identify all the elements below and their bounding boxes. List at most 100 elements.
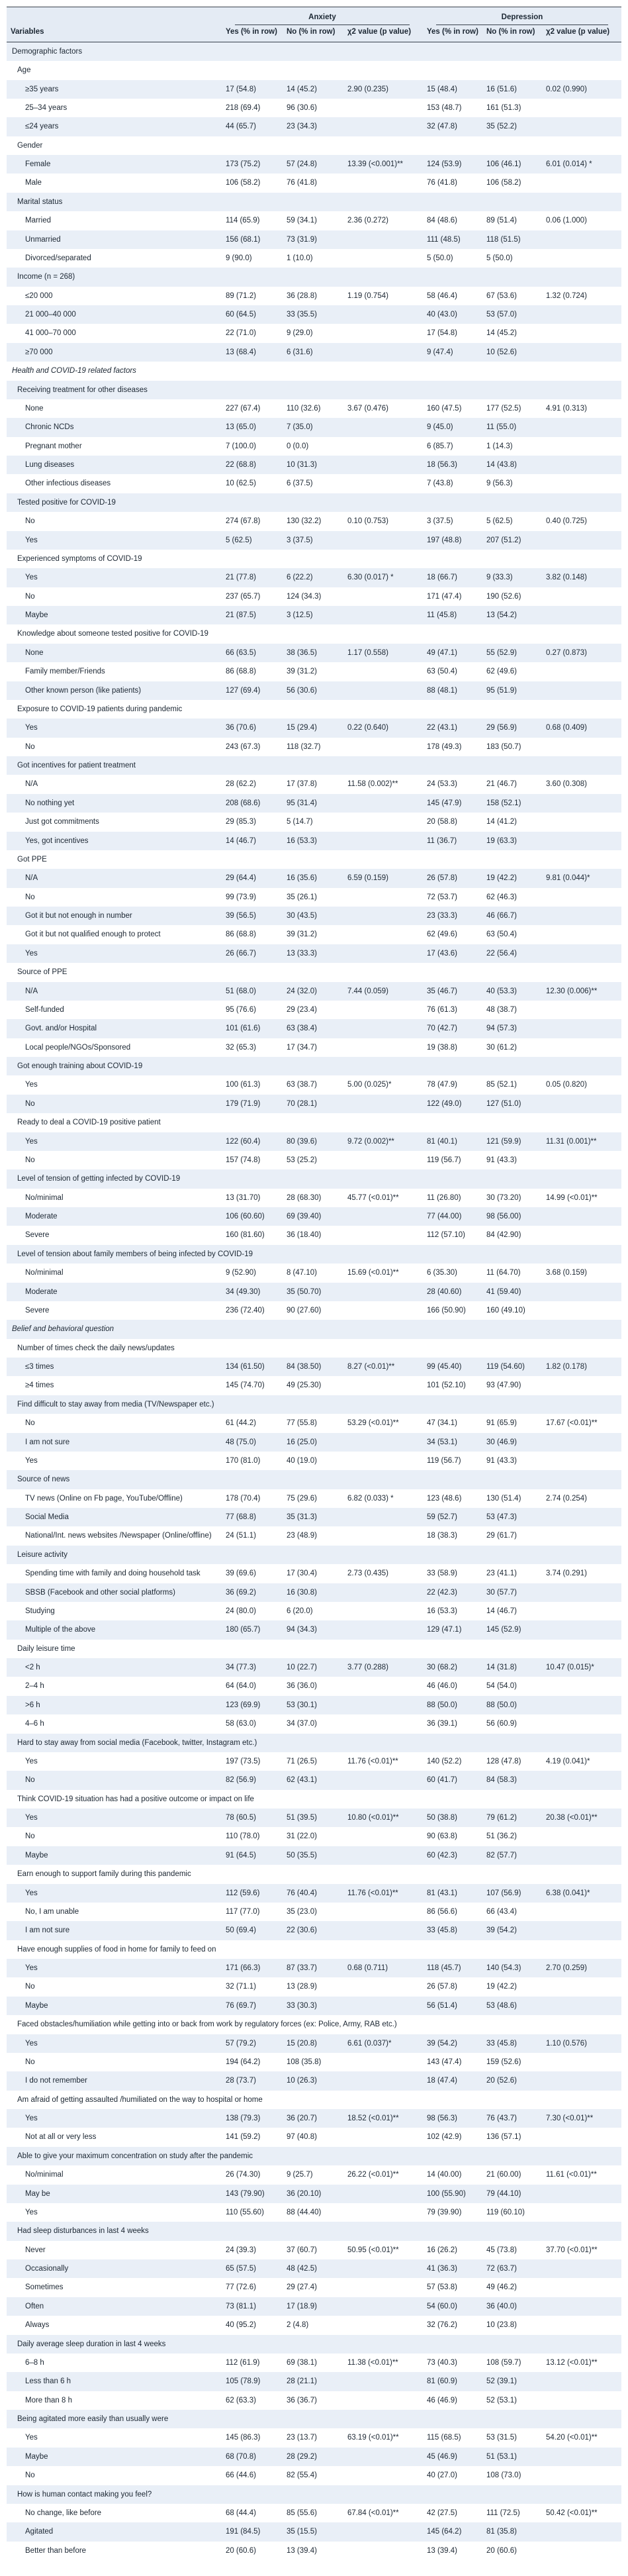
anxiety-chi-cell (343, 1997, 423, 2015)
section-row: Belief and behavioral question (7, 1320, 621, 1339)
table-row: Yes 36 (70.6) 15 (29.4) 0.22 (0.640) 22 (43.… (7, 718, 621, 738)
depression-chi-cell (542, 437, 621, 456)
anxiety-chi-cell (343, 2297, 423, 2316)
anxiety-no-cell: 13 (28.9) (286, 1983, 317, 1991)
variable-label: Got it but not enough in number (25, 912, 132, 920)
variable-label: Yes (25, 536, 38, 544)
depression-no-cell: 108 (73.0) (486, 2471, 521, 2480)
group-label: Had sleep disturbances in last 4 weeks (17, 2227, 149, 2236)
depression-yes-cell: 32 (76.2) (426, 2321, 457, 2330)
anxiety-chi-cell (343, 2372, 423, 2391)
depression-yes-cell: 166 (50.90) (426, 1306, 466, 1314)
depression-yes-cell: 28 (40.60) (426, 1287, 462, 1296)
variable-label: No (25, 1983, 35, 1991)
depression-yes-cell: 145 (47.9) (426, 799, 462, 807)
anxiety-yes-cell: 21 (87.5) (225, 611, 256, 619)
group-row: Receiving treatment for other diseases (7, 380, 621, 399)
table-row: Multiple of the above 180 (65.7) 94 (34.3)… (7, 1620, 621, 1640)
depression-no-cell: 14 (43.8) (486, 461, 517, 469)
depression-yes-cell: 30 (68.2) (426, 1663, 457, 1671)
variable-label: No (25, 2057, 35, 2066)
anxiety-no-cell: 15 (20.8) (286, 2039, 317, 2048)
anxiety-chi-cell (343, 1846, 423, 1865)
anxiety-chi-cell (343, 1602, 423, 1620)
anxiety-no-cell: 10 (22.7) (286, 1663, 317, 1671)
depression-chi-cell (542, 249, 621, 268)
table-row: 4–6 h 58 (63.0) 34 (37.0) 36 (39.1) 56 (60.9… (7, 1714, 621, 1733)
table-row: Lung diseases 22 (68.8) 10 (31.3) 18 (56.3)… (7, 456, 621, 475)
anxiety-chi-cell: 0.10 (0.753) (347, 517, 388, 526)
depression-no-cell: 19 (42.2) (486, 874, 517, 883)
variable-label: Yes (25, 1456, 38, 1465)
anxiety-no-cell: 29 (23.4) (286, 1005, 317, 1014)
depression-no-cell: 52 (53.1) (486, 2396, 517, 2404)
anxiety-no-cell: 96 (30.6) (286, 103, 317, 112)
depression-chi-cell (542, 888, 621, 907)
anxiety-yes-cell: 7 (100.0) (225, 442, 256, 450)
anxiety-no-cell: 57 (24.8) (286, 160, 317, 168)
anxiety-no-cell: 63 (38.7) (286, 1081, 317, 1089)
depression-chi-cell (542, 1977, 621, 1996)
depression-yes-cell: 129 (47.1) (426, 1626, 462, 1634)
table-row: SBSB (Facebook and other social platform… (7, 1583, 621, 1602)
depression-yes-cell: 19 (38.8) (426, 1043, 457, 1052)
variable-label: Studying (25, 1607, 55, 1615)
depression-chi-cell (542, 173, 621, 192)
anxiety-yes-cell: 106 (58.2) (225, 179, 261, 187)
group-row: Knowledge about someone tested positive … (7, 624, 621, 643)
table-row: May be 143 (79.90) 36 (20.10) 100 (55.90) 79… (7, 2184, 621, 2203)
table-row: Less than 6 h 105 (78.9) 28 (21.1) 81 (60.9… (7, 2372, 621, 2391)
anxiety-no-cell: 88 (44.40) (286, 2208, 322, 2216)
variable-label: 41 000–70 000 (25, 329, 76, 338)
variable-label: I do not remember (25, 2077, 87, 2085)
anxiety-yes-cell: 114 (65.9) (225, 217, 260, 225)
depression-no-cell: 111 (72.5) (486, 2508, 520, 2517)
depression-chi-cell (542, 944, 621, 963)
depression-no-cell: 19 (42.2) (486, 1983, 517, 1991)
depression-yes-cell: 90 (63.8) (426, 1832, 457, 1841)
depression-no-cell: 36 (40.0) (486, 2302, 517, 2310)
anxiety-column-group: Anxiety (222, 7, 423, 26)
depression-no-cell: 9 (56.3) (486, 479, 513, 488)
depression-no-cell: 39 (54.2) (486, 1926, 517, 1935)
variable-label: 4–6 h (25, 1720, 44, 1728)
anxiety-yes-cell: 106 (60.60) (225, 1213, 265, 1220)
variable-label: Yes (25, 2434, 38, 2442)
table-row: Other known person (like patients) 127 (6… (7, 681, 621, 700)
depression-no-cell: 46 (66.7) (486, 912, 517, 920)
anxiety-no-cell: 28 (21.1) (286, 2377, 317, 2386)
anxiety-yes-cell: 29 (64.4) (225, 874, 256, 883)
group-row: Source of news (7, 1470, 621, 1489)
table-row: Female 173 (75.2) 57 (24.8) 13.39 (<0.001)*… (7, 155, 621, 174)
depression-chi-cell (542, 1677, 621, 1695)
depression-chi-cell (542, 230, 621, 249)
anxiety-chi-cell (343, 2522, 423, 2541)
anxiety-chi-cell: 11.76 (<0.01)** (347, 1757, 398, 1765)
depression-no-cell: 13 (54.2) (486, 611, 517, 619)
table-row: Got it but not qualified enough to prote… (7, 925, 621, 944)
anxiety-yes-cell: 236 (72.40) (225, 1306, 265, 1314)
table-row: Severe 236 (72.40) 90 (27.60) 166 (50.90) 16… (7, 1301, 621, 1320)
group-row: Have enough supplies of food in home for… (7, 1940, 621, 1959)
anxiety-chi-cell (343, 230, 423, 249)
depression-yes-cell: 6 (85.7) (426, 442, 453, 450)
depression-yes-header: Yes (% in row) (422, 25, 482, 42)
group-label: How is human contact making you feel? (17, 2490, 152, 2499)
anxiety-yes-cell: 86 (68.8) (225, 668, 256, 676)
depression-yes-cell: 16 (53.3) (426, 1607, 457, 1615)
table-row: Yes 170 (81.0) 40 (19.0) 119 (56.7) 91 (43.3… (7, 1452, 621, 1470)
depression-yes-cell: 62 (49.6) (426, 930, 457, 939)
depression-no-cell: 41 (59.40) (486, 1287, 521, 1296)
anxiety-no-cell: 29 (27.4) (286, 2283, 317, 2292)
depression-chi-cell (542, 1921, 621, 1940)
anxiety-chi-cell (343, 324, 423, 342)
depression-yes-cell: 122 (49.0) (426, 1099, 462, 1108)
depression-no-cell: 82 (57.7) (486, 1851, 517, 1859)
table-row: No 32 (71.1) 13 (28.9) 26 (57.8) 19 (42.2) (7, 1977, 621, 1996)
depression-chi-cell: 0.05 (0.820) (545, 1081, 587, 1089)
table-row: Self-funded 95 (76.6) 29 (23.4) 76 (61.3) 48… (7, 1001, 621, 1019)
variable-label: Unmarried (25, 235, 61, 244)
anxiety-yes-cell: 40 (95.2) (225, 2321, 256, 2330)
depression-chi-cell (542, 2522, 621, 2541)
anxiety-chi-cell: 45.77 (<0.01)** (347, 1193, 399, 1202)
